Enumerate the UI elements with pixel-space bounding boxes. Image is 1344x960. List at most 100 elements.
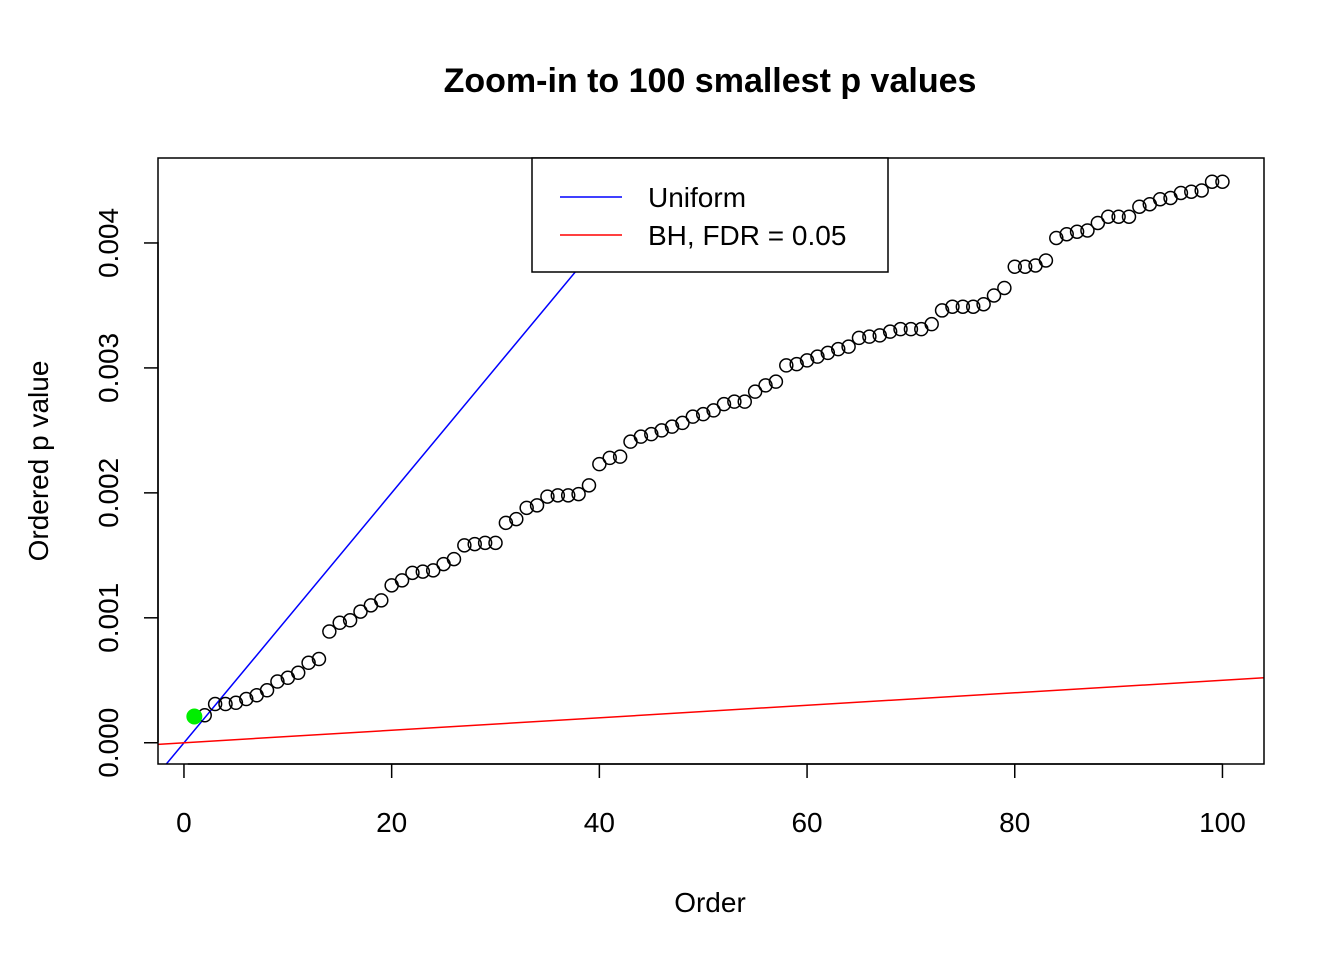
data-point bbox=[976, 296, 991, 312]
data-point bbox=[311, 651, 327, 667]
data-point bbox=[602, 450, 617, 466]
data-point bbox=[737, 394, 753, 409]
data-point bbox=[664, 419, 680, 434]
data-point bbox=[1111, 209, 1126, 224]
data-point bbox=[1080, 223, 1095, 238]
data-point bbox=[862, 329, 877, 344]
data-point bbox=[644, 426, 659, 442]
legend-box bbox=[531, 157, 889, 273]
legend: Uniform BH, FDR = 0.05 bbox=[531, 157, 889, 273]
data-point bbox=[882, 324, 898, 339]
data-point bbox=[706, 403, 721, 418]
data-point bbox=[758, 378, 773, 393]
data-point bbox=[830, 341, 846, 357]
x-tick-label: 80 bbox=[999, 807, 1030, 838]
data-point bbox=[727, 394, 742, 409]
data-point bbox=[446, 551, 462, 567]
data-point bbox=[747, 384, 763, 399]
data-point bbox=[1059, 226, 1074, 242]
data-point bbox=[1069, 224, 1085, 239]
data-point bbox=[1017, 259, 1033, 274]
data-point bbox=[290, 665, 306, 681]
data-point bbox=[301, 655, 316, 671]
data-point bbox=[1132, 199, 1147, 214]
legend-label-uniform: Uniform bbox=[648, 182, 746, 213]
data-point bbox=[259, 683, 275, 698]
data-point bbox=[955, 299, 971, 314]
legend-label-bh: BH, FDR = 0.05 bbox=[648, 220, 846, 251]
data-point bbox=[592, 456, 607, 472]
x-tick-label: 20 bbox=[376, 807, 407, 838]
data-point bbox=[425, 563, 441, 578]
x-axis-label: Order bbox=[674, 887, 746, 918]
data-point bbox=[1194, 183, 1209, 198]
data-point bbox=[965, 299, 981, 314]
data-point bbox=[810, 349, 825, 364]
data-point bbox=[695, 406, 711, 422]
data-point bbox=[1049, 230, 1064, 246]
data-point bbox=[893, 321, 908, 337]
data-point bbox=[322, 624, 337, 639]
data-point bbox=[550, 488, 566, 503]
data-point bbox=[218, 696, 233, 712]
data-point bbox=[851, 330, 867, 346]
data-point bbox=[945, 299, 960, 314]
data-point bbox=[529, 498, 545, 513]
data-point bbox=[332, 615, 347, 631]
data-point bbox=[1090, 215, 1106, 231]
y-tick-label: 0.003 bbox=[93, 333, 124, 403]
data-point bbox=[820, 345, 836, 361]
x-tick-label: 60 bbox=[791, 807, 822, 838]
data-point bbox=[374, 593, 389, 608]
data-point bbox=[571, 486, 586, 502]
data-point bbox=[342, 613, 358, 628]
data-point bbox=[207, 696, 223, 712]
data-point bbox=[997, 280, 1012, 296]
data-point bbox=[903, 321, 919, 337]
data-point bbox=[841, 339, 856, 354]
data-point bbox=[540, 489, 555, 504]
data-point bbox=[467, 536, 482, 552]
data-point bbox=[1007, 259, 1023, 274]
data-point bbox=[509, 511, 524, 527]
y-tick-label: 0.001 bbox=[93, 583, 124, 653]
data-point bbox=[799, 353, 815, 368]
data-point bbox=[353, 604, 368, 619]
data-point bbox=[716, 396, 732, 412]
data-point bbox=[519, 500, 534, 516]
y-axis-label: Ordered p value bbox=[23, 361, 54, 562]
data-point bbox=[1173, 185, 1189, 201]
data-point bbox=[560, 488, 576, 503]
uniform-line bbox=[165, 158, 671, 764]
data-point bbox=[228, 695, 244, 711]
data-point bbox=[779, 358, 794, 373]
data-point bbox=[394, 573, 410, 588]
data-point bbox=[768, 374, 784, 389]
y-tick-label: 0.002 bbox=[93, 458, 124, 528]
x-axis: 0 20 40 60 80 100 bbox=[176, 763, 1246, 838]
bh-fdr-line bbox=[158, 677, 1264, 746]
data-point bbox=[239, 691, 254, 707]
data-point bbox=[1038, 253, 1054, 268]
significant-point bbox=[186, 708, 203, 725]
data-point bbox=[986, 288, 1002, 303]
data-point bbox=[405, 565, 420, 581]
data-point bbox=[1204, 174, 1220, 189]
chart-title: Zoom-in to 100 smallest p values bbox=[444, 62, 977, 100]
data-point bbox=[477, 535, 493, 551]
data-point bbox=[1184, 184, 1199, 199]
data-point bbox=[488, 535, 503, 551]
data-point bbox=[633, 429, 649, 444]
data-point bbox=[675, 415, 690, 431]
data-point bbox=[270, 674, 285, 689]
data-point bbox=[1100, 209, 1116, 224]
x-tick-label: 0 bbox=[176, 807, 192, 838]
data-point bbox=[789, 356, 804, 372]
x-tick-label: 40 bbox=[584, 807, 615, 838]
data-point bbox=[1152, 191, 1168, 207]
data-point bbox=[934, 303, 950, 318]
data-point bbox=[581, 478, 597, 493]
data-point bbox=[1215, 174, 1230, 189]
